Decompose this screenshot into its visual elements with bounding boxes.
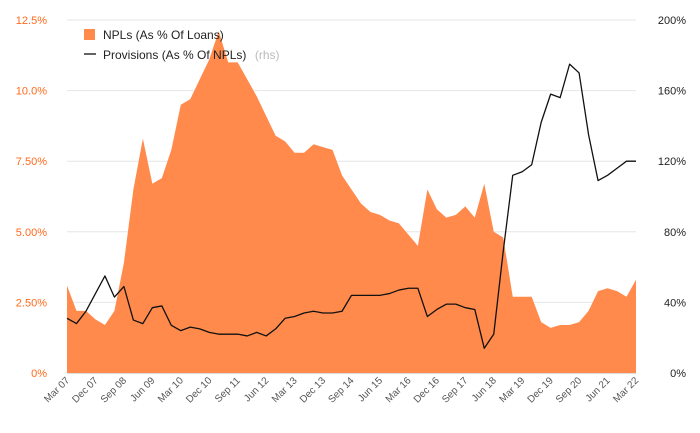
x-tick-label: Jun 12 [242, 375, 271, 404]
x-tick-label: Mar 13 [270, 375, 300, 405]
legend-label-provisions-text: Provisions (As % Of NPLs) [103, 48, 246, 62]
x-tick-label: Dec 16 [412, 375, 442, 405]
left-tick-label: 12.5% [16, 15, 47, 27]
left-tick-label: 2.50% [16, 297, 47, 309]
legend-label-npl: NPLs (As % Of Loans) [103, 28, 224, 42]
x-tick-label: Dec 13 [298, 375, 328, 405]
right-axis-ticks: 0% 40% 80% 120% 160% 200% [658, 15, 686, 380]
legend-label-provisions-suffix: (rhs) [255, 48, 280, 62]
left-tick-label: 5.00% [16, 227, 47, 239]
x-tick-label: Dec 19 [526, 375, 556, 405]
x-tick-label: Mar 22 [611, 375, 641, 405]
x-tick-label: Mar 16 [384, 375, 414, 405]
left-tick-label: 10.0% [16, 86, 47, 98]
x-tick-label: Sep 08 [99, 375, 129, 405]
x-tick-label: Mar 10 [156, 375, 186, 405]
right-tick-label: 40% [664, 297, 686, 309]
legend-label-provisions: Provisions (As % Of NPLs) (rhs) [103, 46, 280, 63]
left-axis-ticks: 0% 2.50% 5.00% 7.50% 10.0% 12.5% [16, 15, 47, 380]
x-tick-label: Jun 21 [584, 375, 613, 404]
x-tick-label: Sep 11 [213, 375, 243, 405]
right-tick-label: 80% [664, 227, 686, 239]
npl-area [67, 31, 636, 374]
x-tick-label: Dec 10 [184, 375, 214, 405]
legend: NPLs (As % Of Loans) Provisions (As % Of… [84, 28, 280, 63]
x-tick-label: Jun 09 [128, 375, 157, 404]
x-tick-label: Jun 15 [356, 375, 385, 404]
right-tick-label: 200% [658, 15, 686, 27]
right-tick-label: 120% [658, 156, 686, 168]
x-tick-label: Sep 14 [326, 375, 356, 405]
right-tick-label: 0% [670, 368, 686, 380]
x-tick-label: Dec 07 [70, 375, 100, 405]
x-tick-label: Sep 20 [554, 375, 584, 405]
provisions-line [66, 63, 636, 349]
x-tick-label: Sep 17 [440, 375, 470, 405]
legend-swatch-npl [84, 29, 95, 40]
left-tick-label: 7.50% [16, 156, 47, 168]
x-tick-label: Mar 19 [498, 375, 528, 405]
left-tick-label: 0% [31, 368, 47, 380]
right-tick-label: 160% [658, 86, 686, 98]
x-tick-label: Jun 18 [470, 375, 499, 404]
